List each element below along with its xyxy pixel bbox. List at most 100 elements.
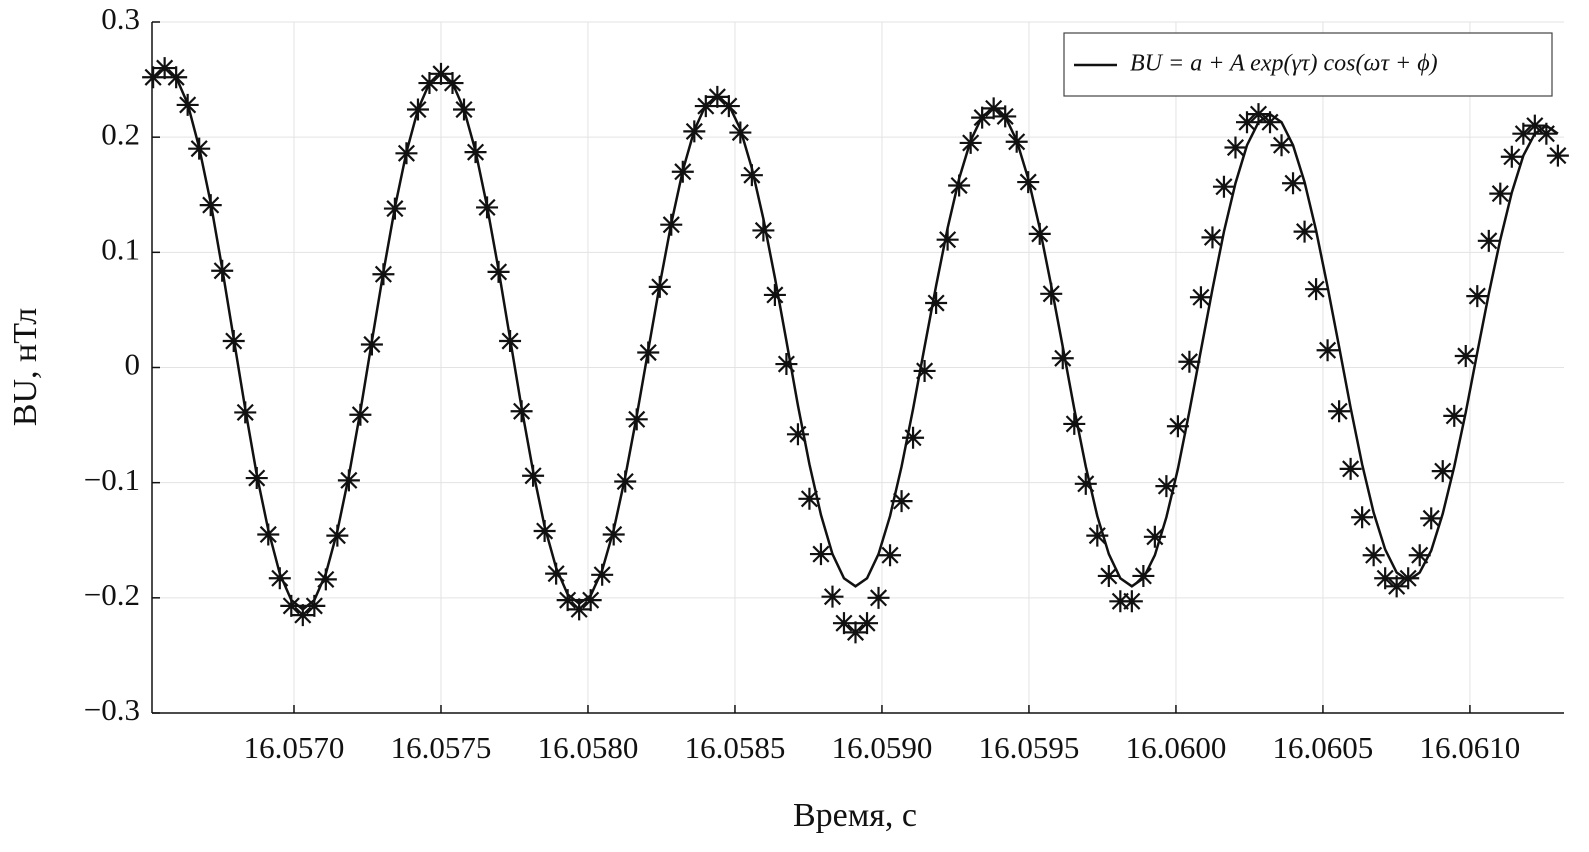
data-point (1431, 460, 1454, 483)
data-point (222, 330, 245, 353)
data-point (706, 85, 729, 108)
data-point (1120, 590, 1143, 613)
data-point (1305, 278, 1328, 301)
data-point (1063, 412, 1086, 435)
data-point (234, 401, 257, 424)
data-point (1420, 507, 1443, 530)
y-tick-label: 0.2 (101, 116, 140, 151)
data-point (1339, 457, 1362, 480)
x-tick-label: 16.0590 (832, 730, 933, 765)
y-tick-label: −0.2 (84, 577, 140, 612)
data-point (395, 142, 418, 165)
y-tick-label: 0 (125, 347, 141, 382)
data-point (418, 72, 441, 95)
y-axis-label: BU, нТл (7, 308, 44, 427)
x-tick-label: 16.0595 (979, 730, 1080, 765)
data-point (1466, 285, 1489, 308)
x-axis-label: Время, с (793, 797, 917, 834)
data-point (245, 467, 268, 490)
data-point (487, 260, 510, 283)
data-point (1109, 590, 1132, 613)
data-point (476, 196, 499, 219)
data-point (671, 160, 694, 183)
data-point (729, 121, 752, 144)
data-point (694, 95, 717, 118)
x-tick-label: 16.0605 (1273, 730, 1374, 765)
data-point (591, 563, 614, 586)
data-point (683, 120, 706, 143)
data-point (936, 228, 959, 251)
data-point (337, 469, 360, 492)
data-point (326, 524, 349, 547)
data-point (360, 333, 383, 356)
data-point (867, 586, 890, 609)
data-point (1523, 114, 1546, 137)
data-point (752, 219, 775, 242)
data-point (1236, 111, 1258, 134)
data-point (1189, 286, 1212, 309)
data-point (1454, 344, 1477, 367)
x-tick-label: 16.0580 (538, 730, 639, 765)
x-tick-label: 16.0570 (244, 730, 345, 765)
data-point (257, 523, 280, 546)
data-point (383, 197, 406, 220)
data-point (1005, 130, 1028, 153)
data-point (1074, 472, 1097, 495)
data-point (1443, 404, 1466, 427)
data-point (1247, 103, 1270, 126)
data-point (314, 568, 337, 591)
data-point (280, 594, 303, 617)
data-point (602, 523, 625, 546)
data-point (809, 543, 832, 566)
data-point (1086, 524, 1109, 547)
data-point (545, 562, 568, 585)
data-point (1212, 175, 1235, 198)
data-point (1328, 400, 1351, 423)
data-point (1166, 415, 1189, 438)
data-point (1374, 567, 1397, 590)
data-point (1178, 350, 1201, 373)
data-point (717, 95, 740, 118)
data-point (890, 490, 913, 513)
data-point (1535, 122, 1558, 145)
x-tick-label: 16.0585 (685, 730, 786, 765)
data-point (740, 164, 763, 187)
data-point (464, 141, 487, 164)
data-point (959, 131, 982, 154)
data-point (522, 464, 545, 487)
data-point (1546, 144, 1569, 167)
data-point (176, 93, 199, 116)
data-point (1489, 182, 1512, 205)
x-tick-label: 16.0610 (1420, 730, 1521, 765)
data-point (199, 194, 222, 217)
data-point (1477, 229, 1500, 252)
data-point (913, 359, 936, 382)
data-point (614, 470, 637, 493)
data-point (1201, 226, 1224, 249)
data-point (153, 57, 176, 80)
legend: BU = a + A exp(γτ) cos(ωτ + ϕ) (1063, 32, 1553, 97)
y-tick-label: 0.3 (101, 1, 140, 36)
data-point (441, 72, 464, 95)
data-point (1512, 122, 1535, 145)
data-point (1362, 544, 1385, 567)
data-point (1385, 575, 1408, 598)
data-point (499, 330, 522, 353)
data-point (1040, 282, 1063, 305)
data-point (971, 106, 994, 129)
data-point (1224, 136, 1247, 159)
data-point (453, 98, 476, 121)
data-point (1282, 172, 1305, 195)
data-point (1397, 567, 1420, 590)
data-point (925, 292, 948, 315)
data-point (268, 567, 291, 590)
data-point (948, 174, 971, 197)
data-point (763, 283, 786, 306)
data-point (349, 403, 372, 426)
data-point (1028, 222, 1051, 245)
data-point (372, 263, 395, 286)
data-point (188, 137, 211, 160)
data-point (211, 259, 234, 282)
data-point (775, 353, 798, 376)
